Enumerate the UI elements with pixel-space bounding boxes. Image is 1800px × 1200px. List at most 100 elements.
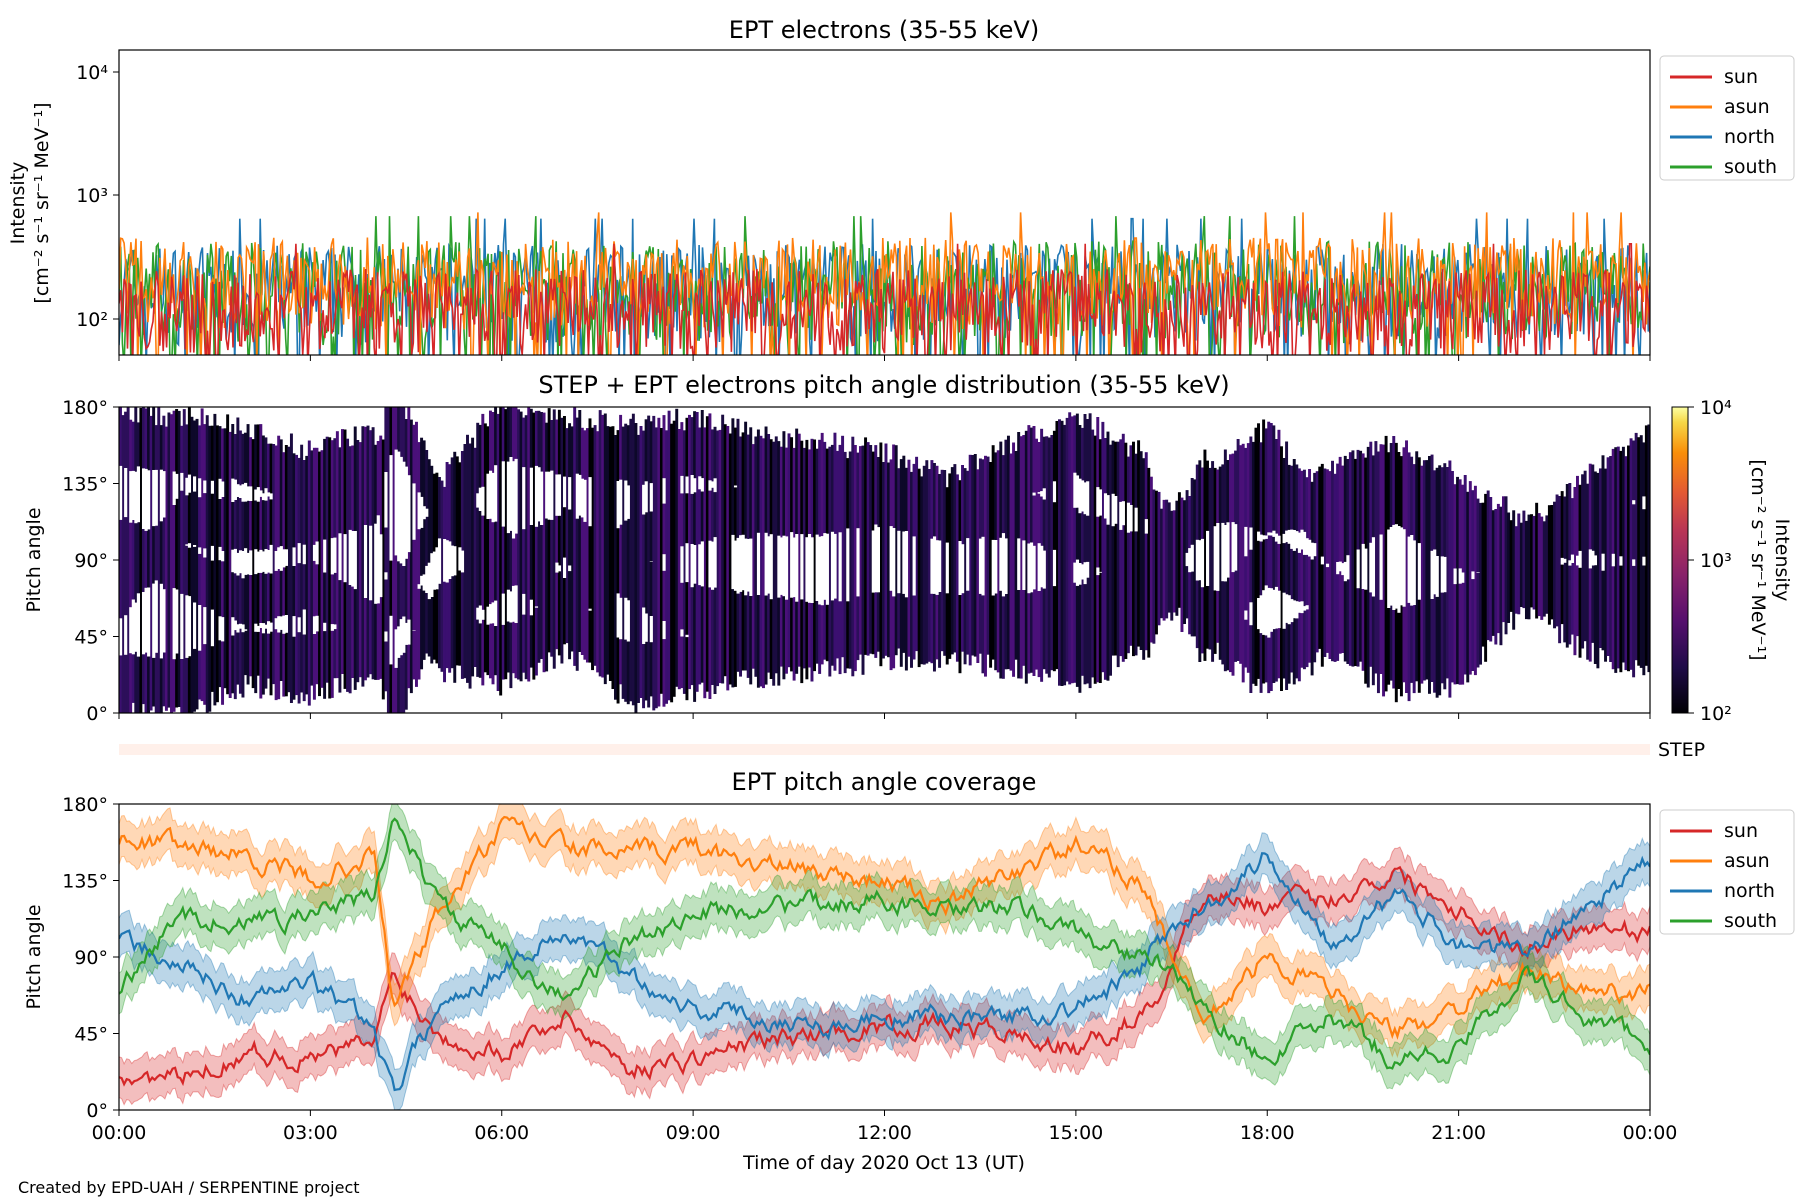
heatmap-column <box>284 445 288 697</box>
heatmap-gap <box>1264 585 1268 636</box>
heatmap-column <box>703 427 707 699</box>
heatmap-gap <box>1004 538 1008 594</box>
ytick-label: 0° <box>86 1100 108 1122</box>
heatmap-gap <box>1433 549 1437 595</box>
heatmap-column <box>1055 421 1059 670</box>
heatmap-gap <box>1052 549 1057 587</box>
heatmap-column <box>667 410 671 701</box>
heatmap-column <box>1532 515 1536 610</box>
heatmap-column <box>356 440 360 683</box>
heatmap-column <box>1075 413 1079 687</box>
heatmap-column <box>481 413 485 686</box>
heatmap-gap <box>254 489 258 501</box>
heatmap-gap <box>713 537 717 588</box>
heatmap-column <box>1282 458 1286 679</box>
heatmap-column <box>573 407 577 666</box>
heatmap-gap <box>236 624 240 633</box>
heatmap-gap <box>187 596 192 657</box>
heatmap-gap <box>690 475 694 494</box>
heatmap-column <box>950 467 954 655</box>
heatmap-gap <box>529 599 533 616</box>
heatmap-column <box>1239 445 1243 664</box>
heatmap-column <box>494 407 498 676</box>
heatmap-column <box>593 425 597 666</box>
heatmap-column <box>1310 481 1314 676</box>
heatmap-gap <box>238 623 243 629</box>
heatmap-column <box>1257 423 1260 679</box>
heatmap-gap <box>1361 543 1365 589</box>
heatmap-column <box>583 430 587 660</box>
heatmap-gap <box>353 531 357 590</box>
heatmap-gap <box>1274 533 1279 542</box>
heatmap-gap <box>1568 560 1572 566</box>
heatmap-gap <box>1576 555 1580 566</box>
heatmap-column <box>1476 498 1480 668</box>
colorbar-label-line1: Intensity <box>1771 519 1793 602</box>
heatmap-column <box>121 415 125 713</box>
heatmap-column <box>152 407 156 707</box>
heatmap-column <box>976 469 980 663</box>
heatmap-gap <box>733 485 738 488</box>
heatmap-gap <box>198 547 202 554</box>
heatmap-column <box>1103 438 1107 680</box>
panel4-title: EPT pitch angle coverage <box>732 768 1037 796</box>
heatmap-column <box>147 407 151 713</box>
heatmap-gap <box>1300 529 1304 550</box>
heatmap-column <box>1540 516 1544 620</box>
heatmap-gap <box>453 546 457 576</box>
heatmap-column <box>124 411 128 713</box>
heatmap-gap <box>312 616 317 634</box>
heatmap-gap <box>274 618 278 630</box>
heatmap-column <box>718 429 722 684</box>
heatmap-gap <box>961 544 965 594</box>
heatmap-gap <box>233 548 237 574</box>
heatmap-gap <box>1619 556 1623 566</box>
ytick-label: 0° <box>86 703 108 725</box>
p1-ytick-1000: 10³ <box>76 185 108 207</box>
heatmap-gap <box>282 615 286 634</box>
heatmap-column <box>136 422 140 713</box>
heatmap-column <box>1302 469 1306 670</box>
heatmap-gap <box>1371 537 1376 597</box>
heatmap-column <box>274 445 278 701</box>
heatmap-column <box>527 407 531 682</box>
heatmap-column <box>1126 456 1130 654</box>
heatmap-column <box>1119 439 1123 657</box>
heatmap-gap <box>238 550 243 574</box>
heatmap-column <box>1262 419 1266 684</box>
heatmap-column <box>1272 425 1276 683</box>
heatmap-column <box>1517 513 1521 615</box>
heatmap-gap <box>1098 571 1102 573</box>
heatmap-gap <box>256 625 260 632</box>
heatmap-column <box>1509 520 1513 612</box>
heatmap-gap <box>241 484 245 502</box>
heatmap-gap <box>1198 540 1202 581</box>
heatmap-gap <box>384 472 388 528</box>
heatmap-gap <box>568 477 572 510</box>
heatmap-gap <box>1440 556 1444 593</box>
heatmap-gap <box>662 554 666 571</box>
heatmap-gap <box>221 551 225 562</box>
heatmap-gap <box>580 478 584 518</box>
heatmap-gap <box>312 544 317 561</box>
heatmap-column <box>1162 499 1166 621</box>
heatmap-column <box>682 430 686 694</box>
heatmap-column <box>1078 425 1082 693</box>
heatmap-gap <box>700 541 704 587</box>
heatmap-gap <box>187 474 192 493</box>
heatmap-column <box>164 426 168 711</box>
heatmap-gap <box>231 549 235 573</box>
heatmap-column <box>509 407 513 689</box>
heatmap-gap <box>1593 555 1598 566</box>
heatmap-column <box>1644 425 1648 666</box>
heatmap-column <box>1425 460 1429 680</box>
heatmap-gap <box>823 533 827 600</box>
heatmap-column <box>611 426 615 689</box>
heatmap-column <box>175 409 179 708</box>
heatmap-column <box>751 444 755 669</box>
heatmap-gap <box>175 473 179 499</box>
heatmap-column <box>545 422 549 672</box>
heatmap-column <box>1315 471 1319 653</box>
heatmap-column <box>672 420 676 697</box>
heatmap-gap <box>241 624 245 633</box>
